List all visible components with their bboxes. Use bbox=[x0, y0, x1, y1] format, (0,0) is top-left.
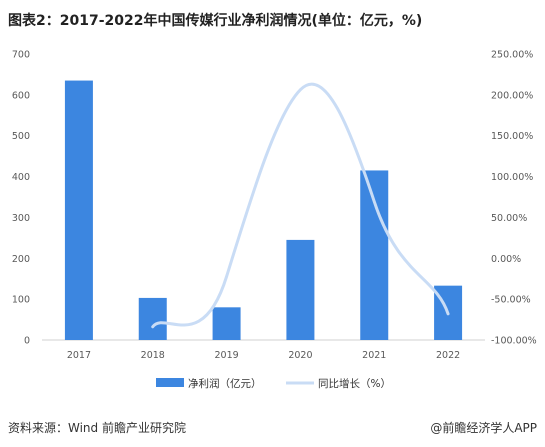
right-tick-label: -50.00% bbox=[491, 295, 531, 306]
bar-2020 bbox=[286, 239, 315, 340]
right-axis-ticks: -100.00% -50.00% 0.00% 50.00% 100.00% 150.00%… bbox=[491, 50, 537, 347]
legend-label-bar: 净利润（亿元） bbox=[188, 377, 262, 390]
bar-2018 bbox=[138, 297, 167, 340]
right-tick-label: 150.00% bbox=[491, 131, 533, 142]
x-tick-label: 2021 bbox=[362, 350, 386, 361]
growth-line bbox=[151, 82, 450, 329]
x-tick-label: 2019 bbox=[214, 350, 238, 361]
legend-swatch-bar bbox=[156, 378, 184, 387]
left-tick-label: 700 bbox=[12, 50, 30, 61]
bar-2021 bbox=[360, 170, 389, 340]
bar-2019 bbox=[212, 307, 241, 340]
x-tick-label: 2022 bbox=[436, 350, 460, 361]
left-axis-ticks: 0 100 200 300 400 500 600 700 bbox=[12, 50, 30, 347]
left-tick-label: 400 bbox=[12, 172, 30, 183]
right-tick-label: 100.00% bbox=[491, 172, 533, 183]
left-tick-label: 300 bbox=[12, 213, 30, 224]
left-tick-label: 500 bbox=[12, 131, 30, 142]
legend-label-line: 同比增长（%） bbox=[318, 377, 391, 390]
brand-credit: @前瞻经济学人APP bbox=[430, 421, 537, 435]
x-tick-label: 2020 bbox=[288, 350, 312, 361]
left-tick-label: 100 bbox=[12, 295, 30, 306]
right-tick-label: 200.00% bbox=[491, 90, 533, 101]
chart-legend: 净利润（亿元） 同比增长（%） bbox=[156, 377, 391, 390]
left-tick-label: 200 bbox=[12, 254, 30, 265]
bar-2017 bbox=[64, 80, 93, 341]
right-tick-label: -100.00% bbox=[491, 336, 537, 347]
chart-title: 图表2：2017-2022年中国传媒行业净利润情况(单位：亿元，%) bbox=[8, 13, 423, 29]
right-tick-label: 0.00% bbox=[491, 254, 521, 265]
source-note: 资料来源：Wind 前瞻产业研究院 bbox=[8, 421, 186, 435]
left-tick-label: 600 bbox=[12, 90, 30, 101]
right-tick-label: 50.00% bbox=[491, 213, 527, 224]
x-tick-label: 2017 bbox=[67, 350, 91, 361]
left-tick-label: 0 bbox=[24, 336, 30, 347]
x-tick-label: 2018 bbox=[141, 350, 165, 361]
line-series bbox=[151, 82, 450, 329]
x-axis-ticks: 2017 2018 2019 2020 2021 2022 bbox=[67, 350, 460, 361]
right-tick-label: 250.00% bbox=[491, 50, 533, 61]
bar-series bbox=[64, 80, 463, 341]
